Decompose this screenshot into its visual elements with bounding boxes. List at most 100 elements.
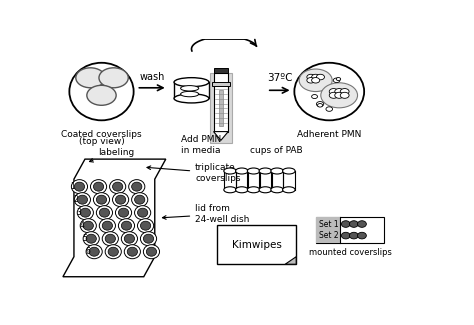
Ellipse shape: [121, 221, 132, 230]
Ellipse shape: [69, 63, 134, 120]
Text: 37ºC: 37ºC: [267, 73, 292, 83]
Ellipse shape: [74, 182, 84, 191]
Ellipse shape: [91, 180, 107, 194]
Ellipse shape: [128, 180, 145, 194]
Ellipse shape: [224, 187, 237, 193]
Ellipse shape: [72, 180, 88, 194]
Ellipse shape: [181, 85, 199, 91]
Ellipse shape: [174, 94, 209, 103]
Ellipse shape: [99, 208, 109, 217]
Ellipse shape: [294, 63, 364, 120]
Ellipse shape: [116, 206, 132, 220]
Ellipse shape: [357, 232, 366, 239]
Ellipse shape: [87, 85, 116, 105]
Ellipse shape: [271, 168, 283, 174]
Text: 1: 1: [71, 182, 75, 191]
Text: Set 1: Set 1: [319, 219, 338, 228]
Bar: [213, 68, 228, 73]
Ellipse shape: [336, 78, 341, 81]
Ellipse shape: [80, 219, 96, 233]
Text: Kimwipes: Kimwipes: [232, 240, 282, 250]
Ellipse shape: [335, 92, 344, 98]
Text: 5: 5: [82, 234, 87, 243]
Ellipse shape: [283, 168, 295, 174]
Ellipse shape: [349, 221, 358, 227]
Polygon shape: [285, 257, 296, 264]
Text: 3: 3: [76, 208, 81, 217]
Ellipse shape: [83, 232, 99, 246]
Ellipse shape: [135, 195, 145, 204]
Ellipse shape: [181, 91, 199, 97]
Ellipse shape: [236, 168, 248, 174]
Ellipse shape: [146, 247, 156, 256]
Ellipse shape: [224, 168, 237, 174]
Ellipse shape: [329, 88, 338, 95]
Ellipse shape: [311, 74, 319, 80]
Ellipse shape: [349, 232, 358, 239]
Text: (top view): (top view): [79, 137, 124, 146]
Polygon shape: [63, 159, 166, 277]
Ellipse shape: [143, 245, 160, 259]
Ellipse shape: [326, 107, 333, 111]
Text: Set 2: Set 2: [319, 231, 338, 240]
Text: Add PMN
in media: Add PMN in media: [181, 135, 221, 155]
Text: Adherent PMN: Adherent PMN: [297, 130, 362, 139]
Ellipse shape: [116, 195, 126, 204]
Ellipse shape: [105, 245, 121, 259]
Ellipse shape: [105, 234, 116, 243]
Bar: [219, 90, 223, 126]
Ellipse shape: [80, 208, 91, 217]
Ellipse shape: [321, 83, 357, 108]
Ellipse shape: [307, 74, 315, 80]
Ellipse shape: [271, 187, 283, 193]
Ellipse shape: [96, 195, 107, 204]
Ellipse shape: [96, 206, 112, 220]
Bar: [217, 226, 296, 264]
Ellipse shape: [247, 168, 260, 174]
Ellipse shape: [335, 88, 344, 95]
Ellipse shape: [299, 69, 332, 92]
Ellipse shape: [259, 187, 272, 193]
Ellipse shape: [86, 245, 102, 259]
Ellipse shape: [112, 193, 128, 207]
Ellipse shape: [99, 219, 116, 233]
Ellipse shape: [247, 187, 260, 193]
Text: lid from
24-well dish: lid from 24-well dish: [163, 204, 249, 224]
Bar: [213, 73, 228, 132]
Ellipse shape: [86, 234, 96, 243]
Ellipse shape: [77, 206, 93, 220]
Ellipse shape: [340, 88, 349, 95]
Text: 4: 4: [79, 221, 84, 230]
Ellipse shape: [236, 187, 248, 193]
Ellipse shape: [318, 104, 323, 107]
Ellipse shape: [259, 168, 272, 174]
Ellipse shape: [135, 206, 151, 220]
Ellipse shape: [109, 180, 126, 194]
Ellipse shape: [311, 95, 318, 98]
Ellipse shape: [121, 232, 137, 246]
Ellipse shape: [132, 193, 148, 207]
Ellipse shape: [127, 247, 137, 256]
Ellipse shape: [311, 78, 319, 83]
Bar: [316, 217, 384, 243]
Ellipse shape: [307, 78, 315, 83]
Ellipse shape: [124, 245, 140, 259]
Ellipse shape: [102, 232, 118, 246]
Ellipse shape: [317, 74, 325, 80]
Ellipse shape: [83, 221, 93, 230]
Ellipse shape: [140, 221, 151, 230]
Ellipse shape: [137, 219, 154, 233]
Ellipse shape: [76, 68, 105, 88]
Ellipse shape: [283, 187, 295, 193]
Ellipse shape: [74, 193, 91, 207]
Ellipse shape: [118, 208, 128, 217]
Ellipse shape: [341, 232, 350, 239]
Bar: [212, 82, 230, 86]
Ellipse shape: [137, 208, 148, 217]
Text: cups of PAB: cups of PAB: [250, 146, 302, 155]
Text: mounted coverslips: mounted coverslips: [309, 248, 392, 257]
Ellipse shape: [132, 182, 142, 191]
Ellipse shape: [333, 78, 340, 83]
Polygon shape: [213, 132, 228, 140]
Ellipse shape: [174, 78, 209, 87]
